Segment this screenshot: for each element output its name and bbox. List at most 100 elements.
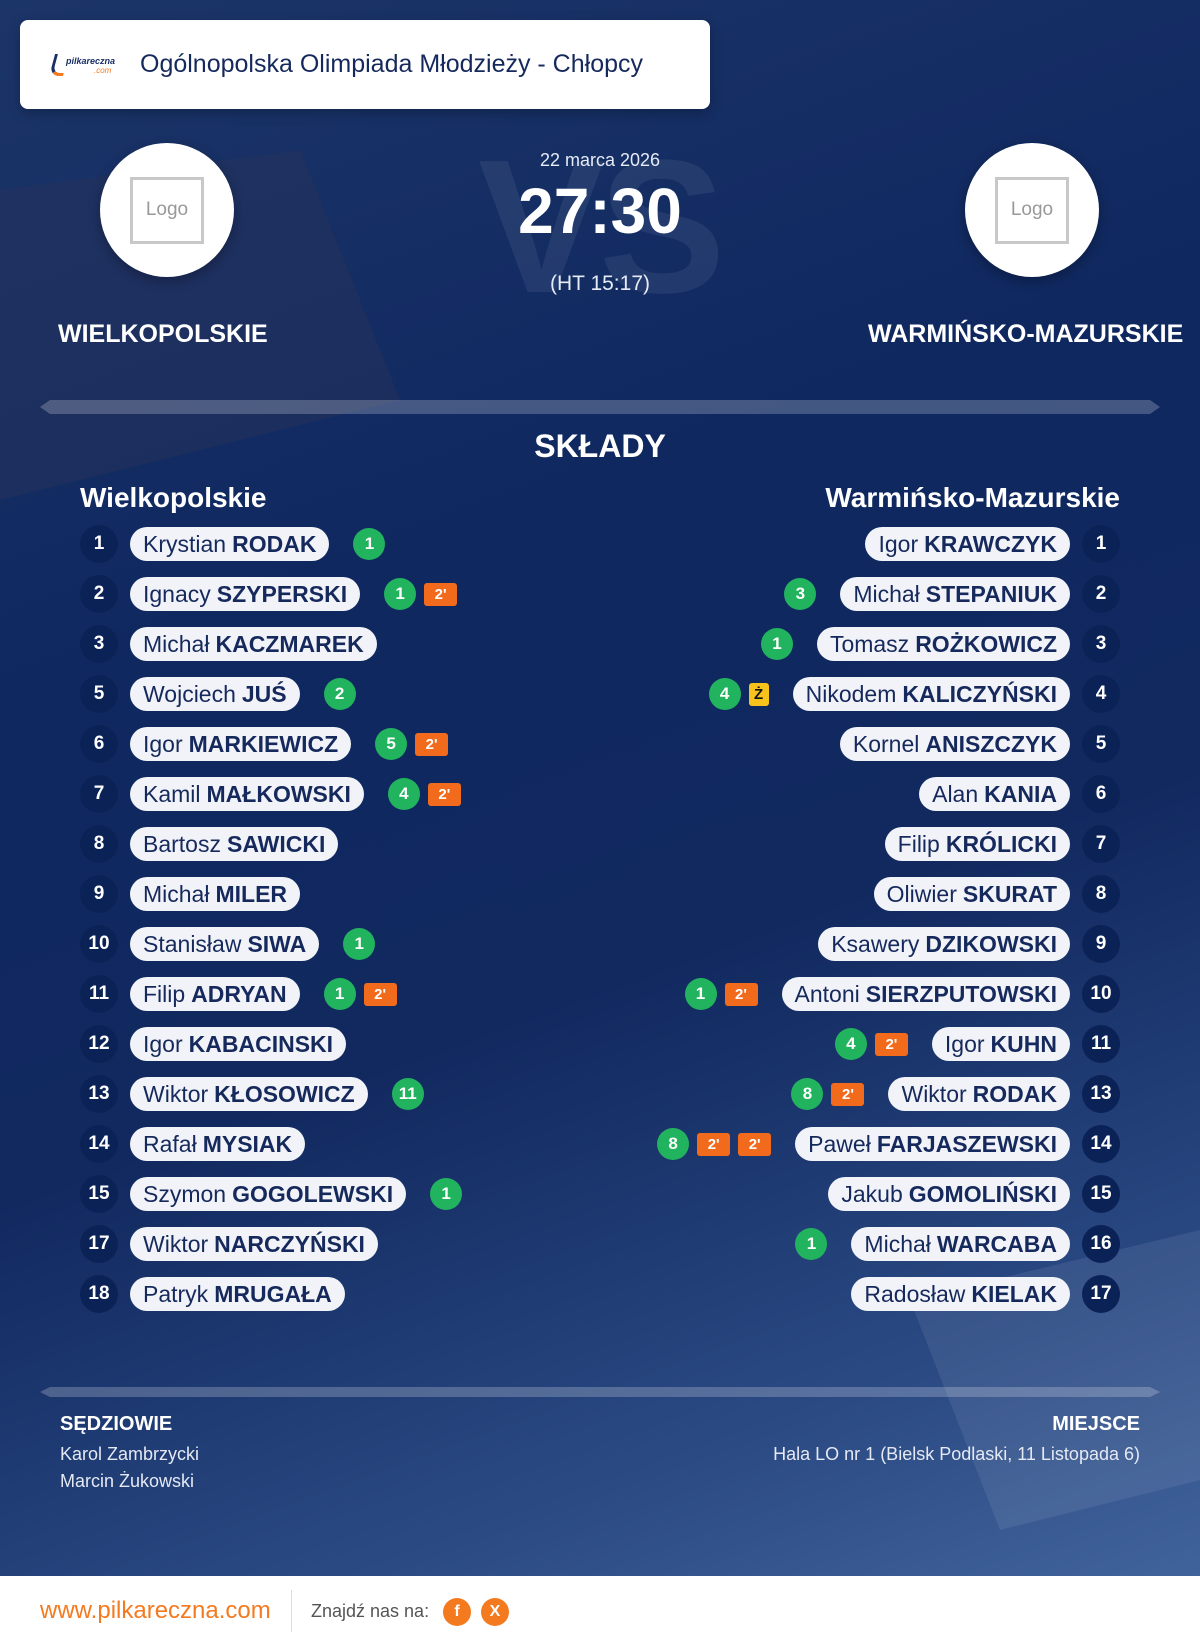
shirt-number: 14 <box>80 1125 118 1163</box>
first-name: Wiktor <box>143 1080 209 1107</box>
player-name[interactable]: Michał WARCABA <box>851 1227 1070 1261</box>
player-stats: 1 <box>353 528 386 560</box>
first-name: Igor <box>143 730 183 757</box>
last-name: ANISZCZYK <box>925 730 1057 757</box>
player-name[interactable]: Michał MILER <box>130 877 301 911</box>
player-name[interactable]: Krystian RODAK <box>130 527 330 561</box>
player-name[interactable]: Jakub GOMOLIŃSKI <box>828 1177 1070 1211</box>
shirt-number: 8 <box>1082 875 1120 913</box>
shirt-number: 15 <box>80 1175 118 1213</box>
player-row: 3 Tomasz ROŻKOWICZ 1 <box>760 624 1120 664</box>
player-row: 18 Patryk MRUGAŁA <box>80 1274 357 1314</box>
first-name: Filip <box>897 830 940 857</box>
first-name: Michał <box>853 580 920 607</box>
logo-placeholder: Logo <box>130 176 204 244</box>
brand-logo-text: pilkareczna <box>66 55 116 66</box>
player-row: 8 Oliwier SKURAT <box>862 874 1120 914</box>
shirt-number: 12 <box>80 1025 118 1063</box>
footer-divider <box>291 1590 292 1632</box>
away-team-name: WARMIŃSKO-MAZURSKIE <box>868 320 1184 348</box>
player-name[interactable]: Rafał MYSIAK <box>130 1127 306 1161</box>
last-name: FARJASZEWSKI <box>876 1130 1057 1157</box>
player-name[interactable]: Ignacy SZYPERSKI <box>130 577 361 611</box>
referees-title: SĘDZIOWIE <box>60 1413 173 1435</box>
last-name: KABACINSKI <box>188 1030 334 1057</box>
player-name[interactable]: Filip KRÓLICKI <box>884 827 1070 861</box>
player-name[interactable]: Michał KACZMAREK <box>130 627 377 661</box>
player-name[interactable]: Kamil MAŁKOWSKI <box>130 777 364 811</box>
player-name[interactable]: Szymon GOGOLEWSKI <box>130 1177 407 1211</box>
last-name: SIERZPUTOWSKI <box>865 980 1057 1007</box>
suspension-badge: 2' <box>363 982 397 1006</box>
goals-badge: 1 <box>430 1178 463 1210</box>
player-name[interactable]: Wiktor NARCZYŃSKI <box>130 1227 378 1261</box>
player-row: 5 Wojciech JUŚ 2 <box>80 674 356 714</box>
player-name[interactable]: Kornel ANISZCZYK <box>839 727 1070 761</box>
first-name: Wiktor <box>143 1230 209 1257</box>
player-name[interactable]: Igor KRAWCZYK <box>865 527 1070 561</box>
first-name: Stanisław <box>143 930 242 957</box>
player-name[interactable]: Bartosz SAWICKI <box>130 827 339 861</box>
x-icon[interactable]: X <box>481 1598 509 1626</box>
brand-logo[interactable]: pilkareczna .com <box>49 52 122 78</box>
player-row: 1 Igor KRAWCZYK <box>853 524 1120 564</box>
player-name[interactable]: Radosław KIELAK <box>851 1277 1070 1311</box>
website-link[interactable]: www.pilkareczna.com <box>40 1597 271 1624</box>
last-name: KALICZYŃSKI <box>902 680 1057 707</box>
player-name[interactable]: Oliwier SKURAT <box>873 877 1070 911</box>
player-stats: 1 2' <box>684 978 758 1010</box>
player-name[interactable]: Alan KANIA <box>919 777 1070 811</box>
player-row: 17 Wiktor NARCZYŃSKI <box>80 1224 390 1264</box>
player-name[interactable]: Antoni SIERZPUTOWSKI <box>781 977 1070 1011</box>
player-name[interactable]: Paweł FARJASZEWSKI <box>795 1127 1070 1161</box>
shirt-number: 11 <box>80 975 118 1013</box>
player-row: 5 Kornel ANISZCZYK <box>828 724 1120 764</box>
suspension-badge: 2' <box>427 782 461 806</box>
first-name: Kornel <box>852 730 920 757</box>
player-name[interactable]: Wiktor RODAK <box>888 1077 1070 1111</box>
player-stats: 2 <box>323 678 356 710</box>
player-stats: 4 2' <box>834 1028 908 1060</box>
player-row: 13 Wiktor RODAK 8 2' <box>791 1074 1120 1114</box>
first-name: Igor <box>143 1030 183 1057</box>
last-name: KANIA <box>984 780 1057 807</box>
player-row: 2 Ignacy SZYPERSKI 1 2' <box>80 574 458 614</box>
player-stats: 4 2' <box>387 778 461 810</box>
player-stats: 11 <box>391 1078 424 1110</box>
player-name[interactable]: Wiktor KŁOSOWICZ <box>130 1077 368 1111</box>
player-name[interactable]: Patryk MRUGAŁA <box>130 1277 345 1311</box>
last-name: KIELAK <box>971 1280 1057 1307</box>
first-name: Oliwier <box>886 880 957 907</box>
brand-logo-domain: .com <box>94 65 112 75</box>
player-name[interactable]: Nikodem KALICZYŃSKI <box>792 677 1070 711</box>
goals-badge: 1 <box>353 528 386 560</box>
player-stats: 8 2' <box>791 1078 865 1110</box>
player-name[interactable]: Igor KUHN <box>931 1027 1070 1061</box>
facebook-icon[interactable]: f <box>443 1598 471 1626</box>
final-score: 27:30 <box>518 175 682 247</box>
player-name[interactable]: Stanisław SIWA <box>130 927 320 961</box>
player-row: 9 Ksawery DZIKOWSKI <box>806 924 1120 964</box>
player-name[interactable]: Igor KABACINSKI <box>130 1027 347 1061</box>
last-name: KRAWCZYK <box>924 530 1057 557</box>
first-name: Krystian <box>143 530 227 557</box>
last-name: GOGOLEWSKI <box>232 1180 394 1207</box>
suspension-badge: 2' <box>415 732 449 756</box>
competition-header: pilkareczna .com Ogólnopolska Olimpiada … <box>20 20 710 109</box>
shirt-number: 7 <box>1082 825 1120 863</box>
player-name[interactable]: Filip ADRYAN <box>130 977 300 1011</box>
shirt-number: 10 <box>1082 975 1120 1013</box>
last-name: KUHN <box>990 1030 1057 1057</box>
player-name[interactable]: Tomasz ROŻKOWICZ <box>816 627 1070 661</box>
halftime-score: (HT 15:17) <box>550 272 650 295</box>
player-row: 15 Jakub GOMOLIŃSKI <box>816 1174 1120 1214</box>
player-name[interactable]: Ksawery DZIKOWSKI <box>818 927 1070 961</box>
player-name[interactable]: Igor MARKIEWICZ <box>130 727 352 761</box>
first-name: Wojciech <box>143 680 236 707</box>
first-name: Tomasz <box>829 630 910 657</box>
first-name: Michał <box>143 880 210 907</box>
last-name: WARCABA <box>936 1230 1057 1257</box>
player-name[interactable]: Wojciech JUŚ <box>130 677 300 711</box>
suspension-badge: 2' <box>831 1082 865 1106</box>
player-name[interactable]: Michał STEPANIUK <box>840 577 1070 611</box>
